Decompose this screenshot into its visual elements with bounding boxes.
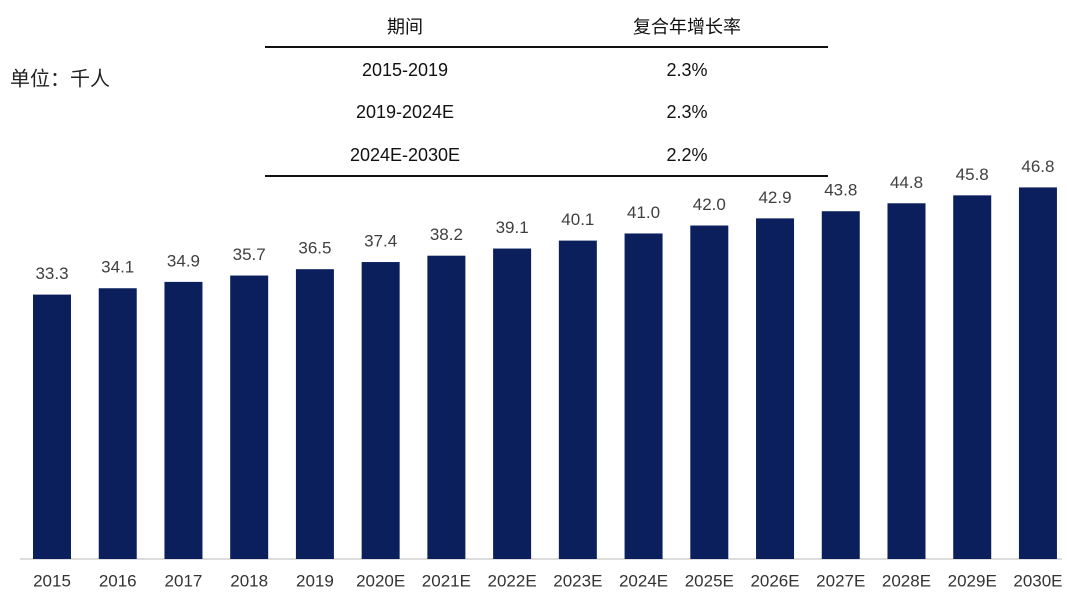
bar: [361, 262, 400, 559]
value-label: 34.1: [101, 258, 134, 277]
table-cell: 2024E-2030E: [350, 145, 460, 165]
value-label: 35.7: [233, 245, 266, 264]
table-cell: 2019-2024E: [356, 102, 454, 122]
x-tick-label: 2024E: [619, 571, 668, 590]
bar: [953, 195, 992, 559]
table-header: 复合年增长率: [633, 17, 741, 37]
x-tick-label: 2017: [165, 571, 203, 590]
x-tick-label: 2028E: [882, 571, 931, 590]
x-tick-label: 2030E: [1013, 571, 1062, 590]
value-label: 44.8: [890, 173, 923, 192]
x-tick-label: 2016: [99, 571, 137, 590]
value-label: 45.8: [956, 165, 989, 184]
bar: [98, 288, 137, 559]
table-cell: 2.2%: [666, 145, 707, 165]
value-label: 37.4: [364, 232, 397, 251]
value-label: 39.1: [496, 218, 529, 237]
bar: [821, 211, 860, 559]
x-tick-label: 2029E: [948, 571, 997, 590]
value-label: 38.2: [430, 225, 463, 244]
value-label: 34.9: [167, 251, 200, 270]
x-tick-label: 2021E: [422, 571, 471, 590]
bar: [887, 203, 926, 559]
table-cell: 2.3%: [666, 102, 707, 122]
value-label: 46.8: [1021, 157, 1054, 176]
x-tick-label: 2020E: [356, 571, 405, 590]
x-tick-label: 2023E: [553, 571, 602, 590]
x-tick-label: 2018: [230, 571, 268, 590]
x-tick-label: 2015: [33, 571, 71, 590]
table-cell: 2.3%: [666, 60, 707, 80]
bar: [164, 281, 203, 559]
value-label: 42.9: [758, 188, 791, 207]
bar: [493, 248, 532, 559]
value-label: 41.0: [627, 203, 660, 222]
value-label: 42.0: [693, 195, 726, 214]
value-label: 33.3: [35, 264, 68, 283]
bar: [624, 233, 663, 559]
bar: [295, 269, 334, 559]
value-label: 36.5: [298, 239, 331, 258]
bar: [33, 294, 71, 559]
x-tick-label: 2019: [296, 571, 334, 590]
bar: [690, 225, 729, 559]
x-tick-label: 2026E: [750, 571, 799, 590]
bar: [230, 275, 269, 559]
bar: [1018, 187, 1057, 559]
x-tick-label: 2025E: [685, 571, 734, 590]
x-tick-label: 2027E: [816, 571, 865, 590]
table-header: 期间: [387, 17, 423, 37]
bar: [427, 255, 466, 559]
bar: [558, 240, 597, 559]
table-cell: 2015-2019: [362, 60, 448, 80]
x-tick-label: 2022E: [488, 571, 537, 590]
unit-label: 单位：千人: [10, 67, 110, 90]
bar: [756, 218, 795, 559]
value-label: 43.8: [824, 181, 857, 200]
value-label: 40.1: [561, 210, 594, 229]
